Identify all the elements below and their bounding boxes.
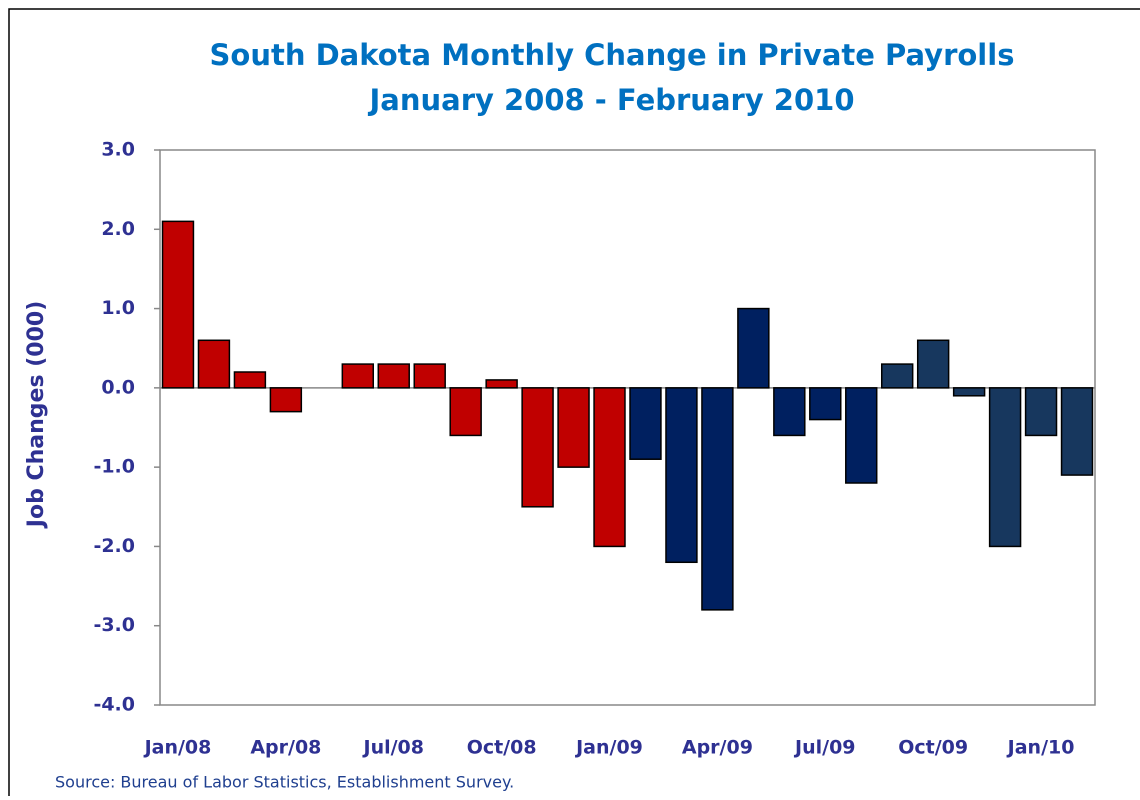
bar <box>593 387 626 548</box>
x-tick-label: Jan/08 <box>143 737 212 759</box>
bar <box>161 220 195 389</box>
bar <box>845 387 878 484</box>
bar <box>737 307 770 389</box>
bar <box>197 339 231 389</box>
y-tick-label: 2.0 <box>101 218 135 240</box>
x-tick-label: Apr/08 <box>250 737 321 759</box>
y-tick-label: 1.0 <box>101 297 135 319</box>
bar <box>377 363 410 389</box>
bar <box>665 387 698 564</box>
x-tick-label: Jul/09 <box>793 737 856 759</box>
x-tick-label: Oct/08 <box>467 737 537 759</box>
y-tick-label: 3.0 <box>101 139 135 161</box>
y-tick-label: -2.0 <box>93 535 135 557</box>
bar <box>809 387 842 421</box>
source-note: Source: Bureau of Labor Statistics, Esta… <box>55 773 514 792</box>
bar <box>557 387 590 468</box>
bar <box>629 387 662 460</box>
y-tick-label: 0.0 <box>101 376 135 398</box>
y-tick-label: -1.0 <box>93 456 135 478</box>
bar <box>449 387 482 437</box>
bar <box>341 363 375 389</box>
bar <box>1024 387 1058 437</box>
bar <box>773 387 806 437</box>
bar <box>233 371 267 389</box>
plot-area <box>159 149 1096 706</box>
bar <box>701 387 734 611</box>
bar <box>269 387 303 413</box>
bar <box>880 363 914 389</box>
bar <box>988 387 1022 548</box>
y-tick-label: -3.0 <box>93 614 135 636</box>
bar <box>952 387 986 397</box>
x-tick-label: Jan/09 <box>574 737 643 759</box>
chart-title: South Dakota Monthly Change in Private P… <box>210 38 1015 72</box>
bar <box>916 339 950 389</box>
x-tick-label: Apr/09 <box>682 737 753 759</box>
x-tick-label: Jul/08 <box>362 737 425 759</box>
x-tick-label: Jan/10 <box>1006 737 1075 759</box>
bar <box>521 387 554 508</box>
bar <box>485 379 518 389</box>
y-axis-label: Job Changes (000) <box>24 301 49 529</box>
bar <box>1060 387 1094 476</box>
x-tick-label: Oct/09 <box>898 737 968 759</box>
chart-subtitle: January 2008 - February 2010 <box>367 83 854 117</box>
bar <box>413 363 446 389</box>
y-tick-label: -4.0 <box>93 694 135 716</box>
frame <box>8 8 1140 800</box>
